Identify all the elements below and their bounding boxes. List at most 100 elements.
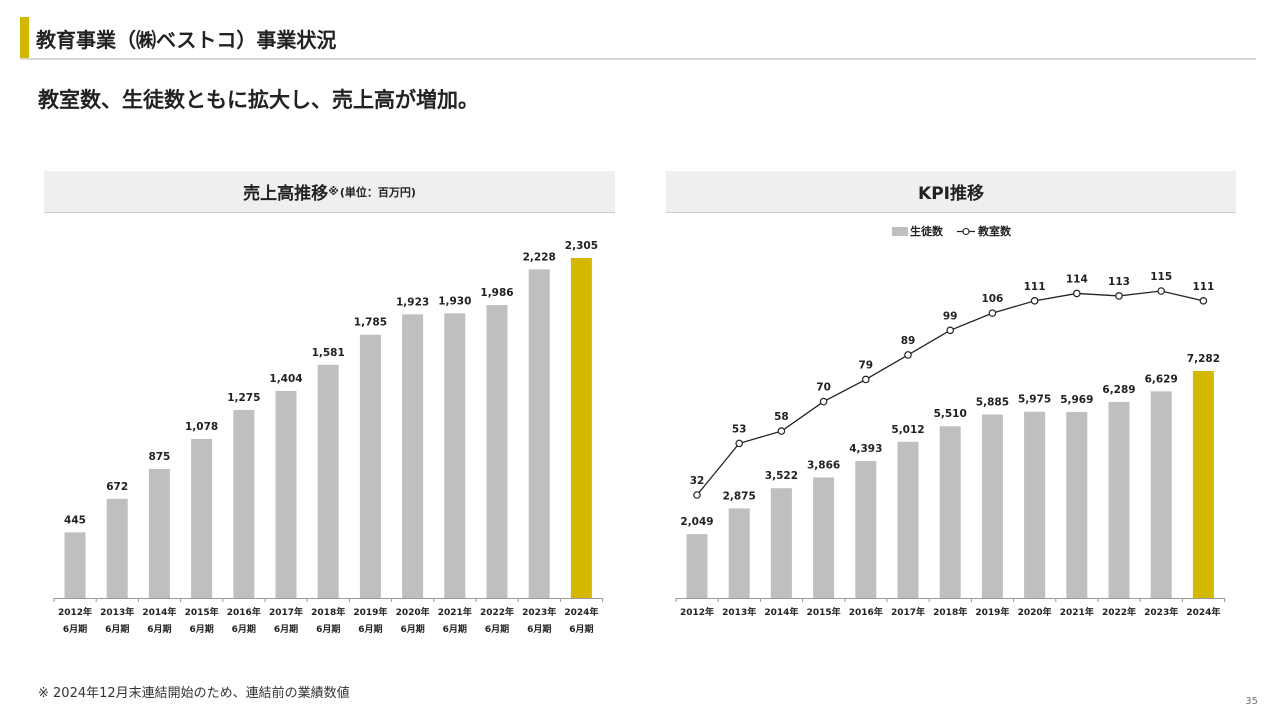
students-value-label: 4,393: [849, 443, 882, 455]
students-bar: [813, 477, 835, 598]
sales-category-label: 2019年: [353, 606, 387, 618]
sales-category-label: 2023年: [522, 606, 556, 618]
page-number: 35: [1245, 696, 1258, 707]
sales-chart-title: 売上高推移: [243, 184, 329, 204]
legend-bar-swatch: [892, 227, 908, 236]
classrooms-value-label: 111: [1024, 281, 1046, 293]
kpi-category-label: 2013年: [722, 606, 756, 618]
sales-category-label: 2014年: [142, 606, 176, 618]
students-bar: [1108, 401, 1130, 598]
students-bar: [1192, 371, 1214, 598]
classrooms-point: [1115, 292, 1123, 300]
classrooms-value-label: 89: [901, 335, 916, 347]
sales-value-label: 875: [148, 451, 170, 463]
sales-category-label: 2018年: [311, 606, 345, 618]
classrooms-point: [819, 397, 828, 406]
classrooms-value-label: 113: [1108, 276, 1130, 288]
sales-category-sublabel: 6月期: [316, 623, 340, 635]
sales-category-sublabel: 6月期: [189, 623, 213, 635]
kpi-chart-title: KPI推移: [918, 184, 984, 204]
students-value-label: 3,522: [765, 470, 798, 482]
title-accent-bar: [20, 17, 29, 59]
kpi-category-label: 2019年: [975, 606, 1009, 618]
sales-chart-unit: (単位：百万円): [339, 185, 416, 199]
kpi-category-label: 2023年: [1144, 606, 1178, 618]
classrooms-value-label: 115: [1150, 271, 1172, 283]
kpi-category-label: 2016年: [849, 606, 883, 618]
classrooms-value-label: 58: [774, 411, 789, 423]
classrooms-value-label: 32: [690, 475, 705, 487]
sales-bar: [528, 269, 550, 598]
legend-line-label: 教室数: [977, 224, 1012, 238]
classrooms-value-label: 70: [816, 382, 831, 394]
sales-bar: [106, 498, 128, 598]
kpi-category-label: 2022年: [1102, 606, 1136, 618]
classrooms-point: [988, 309, 997, 317]
classrooms-point: [777, 427, 786, 435]
sales-bar: [444, 313, 466, 598]
kpi-category-label: 2020年: [1018, 606, 1052, 618]
students-value-label: 2,049: [680, 516, 713, 528]
sales-category-label: 2024年: [564, 606, 598, 618]
sales-category-sublabel: 6月期: [63, 623, 87, 635]
classrooms-point: [861, 375, 870, 384]
students-value-label: 5,510: [934, 408, 967, 420]
students-value-label: 6,289: [1102, 384, 1135, 396]
students-value-label: 5,012: [891, 424, 924, 436]
classrooms-value-label: 111: [1192, 281, 1214, 293]
sales-bar: [148, 468, 170, 598]
sales-bar: [317, 364, 339, 598]
sales-value-label: 1,986: [480, 287, 513, 299]
classrooms-point: [735, 439, 744, 448]
sales-category-sublabel: 6月期: [274, 623, 298, 635]
sales-value-label: 1,930: [438, 295, 471, 307]
sales-category-label: 2017年: [269, 606, 303, 618]
sales-bar: [64, 532, 86, 598]
sales-bar: [275, 390, 297, 598]
classrooms-value-label: 79: [858, 359, 873, 371]
sales-value-label: 2,228: [523, 251, 556, 263]
page-title: 教育事業（㈱ベストコ）事業状況: [36, 28, 337, 52]
sales-value-label: 1,581: [312, 347, 345, 359]
sales-category-label: 2013年: [100, 606, 134, 618]
sales-bar: [191, 438, 213, 598]
title-divider: [20, 58, 1256, 60]
sales-value-label: 1,275: [227, 392, 260, 404]
students-value-label: 5,885: [976, 397, 1009, 409]
sales-bar: [233, 409, 255, 598]
kpi-category-label: 2021年: [1060, 606, 1094, 618]
students-value-label: 5,969: [1060, 394, 1093, 406]
students-bar: [981, 414, 1003, 598]
students-value-label: 3,866: [807, 459, 840, 471]
classrooms-point: [1199, 297, 1208, 305]
sales-bar: [486, 305, 508, 598]
students-bar: [728, 508, 750, 598]
sales-value-label: 1,078: [185, 421, 218, 433]
sales-category-sublabel: 6月期: [232, 623, 256, 635]
sales-category-sublabel: 6月期: [485, 623, 509, 635]
sales-category-sublabel: 6月期: [443, 623, 467, 635]
classrooms-point: [946, 326, 955, 335]
kpi-chart-header: KPI推移: [666, 171, 1236, 213]
kpi-category-label: 2017年: [891, 606, 925, 618]
page-subtitle: 教室数、生徒数ともに拡大し、売上高が増加。: [38, 88, 479, 112]
sales-value-label: 445: [64, 514, 86, 526]
kpi-category-label: 2014年: [764, 606, 798, 618]
kpi-category-label: 2024年: [1186, 606, 1220, 618]
sales-category-label: 2022年: [480, 606, 514, 618]
sales-category-sublabel: 6月期: [105, 623, 129, 635]
sales-chart-title-mark: ※: [328, 185, 339, 198]
sales-category-sublabel: 6月期: [400, 623, 424, 635]
kpi-category-label: 2015年: [807, 606, 841, 618]
students-bar: [1150, 391, 1172, 598]
sales-category-sublabel: 6月期: [527, 623, 551, 635]
sales-category-label: 2015年: [185, 606, 219, 618]
sales-category-sublabel: 6月期: [569, 623, 593, 635]
classrooms-value-label: 53: [732, 423, 747, 435]
classrooms-value-label: 106: [981, 293, 1003, 305]
sales-category-sublabel: 6月期: [358, 623, 382, 635]
legend-line-marker: [962, 227, 970, 236]
students-bar: [939, 426, 961, 598]
classrooms-point: [1157, 287, 1166, 295]
sales-category-label: 2021年: [438, 606, 472, 618]
